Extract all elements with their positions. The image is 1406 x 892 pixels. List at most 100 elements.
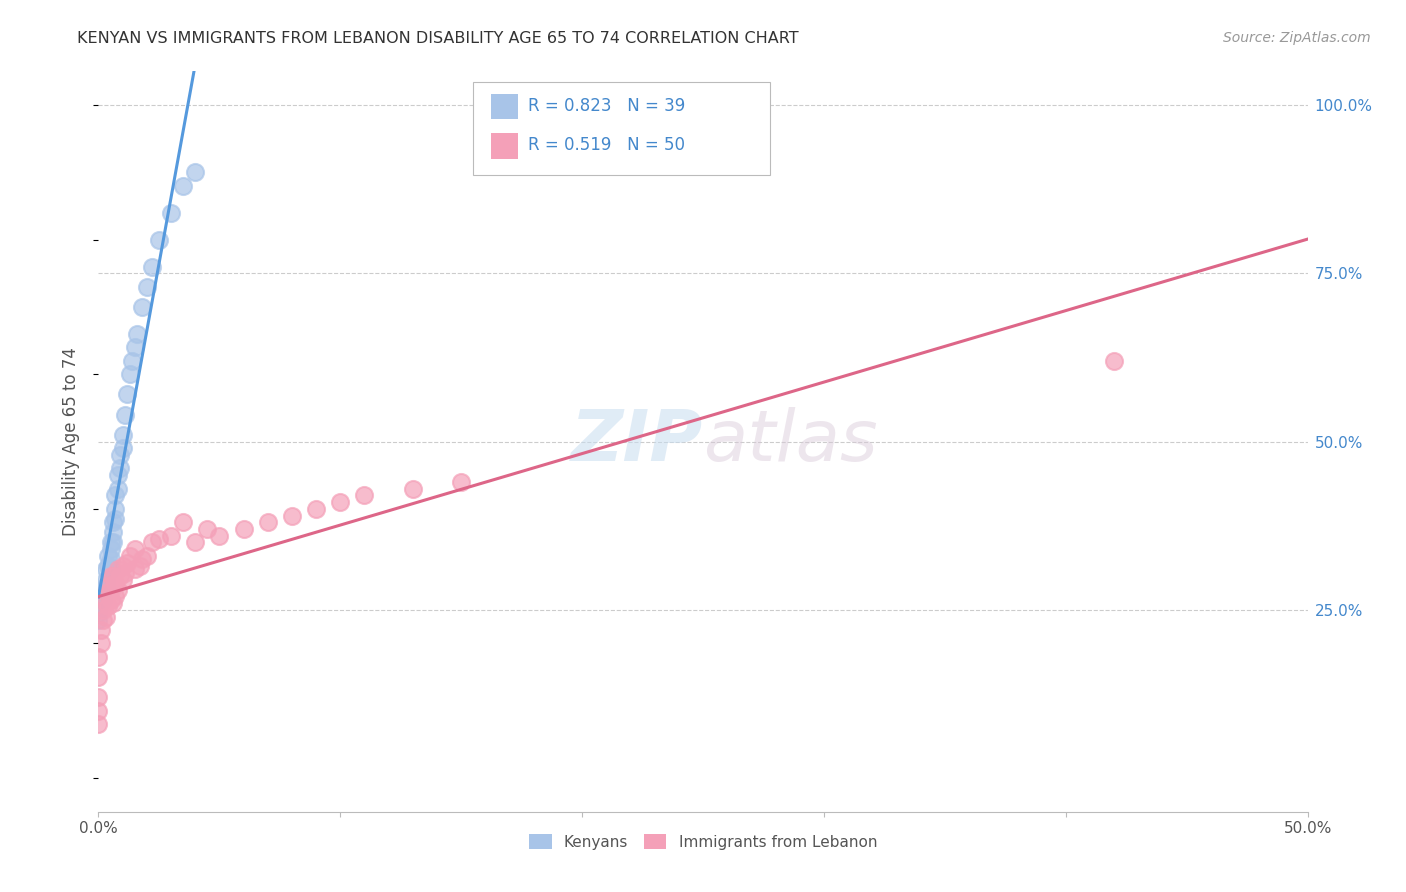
Point <box>101 516 124 530</box>
Point <box>135 549 157 563</box>
Point <box>128 559 150 574</box>
Point <box>104 488 127 502</box>
Point <box>1102 353 1125 368</box>
Point <box>87 704 110 718</box>
Point <box>114 566 136 580</box>
Bar <box>492 94 517 120</box>
Text: KENYAN VS IMMIGRANTS FROM LEBANON DISABILITY AGE 65 TO 74 CORRELATION CHART: KENYAN VS IMMIGRANTS FROM LEBANON DISABI… <box>77 31 799 46</box>
Point <box>160 205 183 219</box>
Point <box>208 529 231 543</box>
Point <box>141 535 163 549</box>
Point <box>160 529 183 543</box>
Point <box>91 603 114 617</box>
Point <box>104 512 127 526</box>
Point <box>90 623 112 637</box>
Point <box>111 442 134 456</box>
Point <box>101 535 124 549</box>
Point <box>101 596 124 610</box>
Point <box>97 559 120 574</box>
Point <box>353 488 375 502</box>
Point <box>104 590 127 604</box>
Legend: Kenyans, Immigrants from Lebanon: Kenyans, Immigrants from Lebanon <box>523 828 883 856</box>
Point <box>305 501 328 516</box>
Point <box>100 542 122 557</box>
Point <box>124 562 146 576</box>
Y-axis label: Disability Age 65 to 74: Disability Age 65 to 74 <box>62 347 80 536</box>
Point <box>90 636 112 650</box>
Point <box>111 559 134 574</box>
Point <box>108 448 131 462</box>
Point <box>97 579 120 593</box>
Point <box>101 569 124 583</box>
Point <box>141 260 163 274</box>
Point <box>97 599 120 614</box>
Point <box>450 475 472 489</box>
Point <box>118 549 141 563</box>
Point <box>184 165 207 179</box>
Point <box>108 461 131 475</box>
Text: R = 0.823   N = 39: R = 0.823 N = 39 <box>527 97 685 115</box>
Point <box>107 582 129 597</box>
Point <box>100 552 122 566</box>
Point <box>117 556 139 570</box>
Point <box>111 427 134 442</box>
Point <box>148 233 170 247</box>
Point <box>94 573 117 587</box>
Point <box>97 549 120 563</box>
Point <box>94 586 117 600</box>
Point <box>402 482 425 496</box>
Text: R = 0.519   N = 50: R = 0.519 N = 50 <box>527 136 685 154</box>
Point <box>107 562 129 576</box>
Point <box>100 582 122 597</box>
Text: Source: ZipAtlas.com: Source: ZipAtlas.com <box>1223 31 1371 45</box>
Text: atlas: atlas <box>703 407 877 476</box>
Bar <box>492 133 517 159</box>
Point <box>91 592 114 607</box>
Point <box>172 516 194 530</box>
Point <box>256 516 278 530</box>
Point <box>172 178 194 193</box>
Point <box>135 279 157 293</box>
Point <box>104 575 127 590</box>
Point <box>100 592 122 607</box>
Point <box>100 562 122 576</box>
Point <box>87 613 110 627</box>
Point <box>87 670 110 684</box>
FancyBboxPatch shape <box>474 82 769 175</box>
Point <box>124 542 146 557</box>
Point <box>117 387 139 401</box>
Point <box>91 613 114 627</box>
Point <box>94 596 117 610</box>
Point <box>131 552 153 566</box>
Point <box>281 508 304 523</box>
Point <box>87 649 110 664</box>
Point <box>108 569 131 583</box>
Point <box>87 606 110 620</box>
Point <box>87 599 110 614</box>
Point <box>118 368 141 382</box>
Point <box>121 353 143 368</box>
Point <box>91 582 114 597</box>
Point <box>100 535 122 549</box>
Point <box>127 326 149 341</box>
Point <box>148 532 170 546</box>
Point <box>184 535 207 549</box>
Point <box>124 340 146 354</box>
Point <box>100 569 122 583</box>
Point <box>114 408 136 422</box>
Point <box>195 522 218 536</box>
Point <box>111 573 134 587</box>
Point <box>232 522 254 536</box>
Point <box>87 690 110 705</box>
Text: ZIP: ZIP <box>571 407 703 476</box>
Point <box>94 609 117 624</box>
Point <box>94 579 117 593</box>
Point <box>131 300 153 314</box>
Point <box>329 495 352 509</box>
Point <box>101 525 124 540</box>
Point <box>107 468 129 483</box>
Point <box>104 501 127 516</box>
Point <box>87 717 110 731</box>
Point <box>94 562 117 576</box>
Point <box>107 482 129 496</box>
